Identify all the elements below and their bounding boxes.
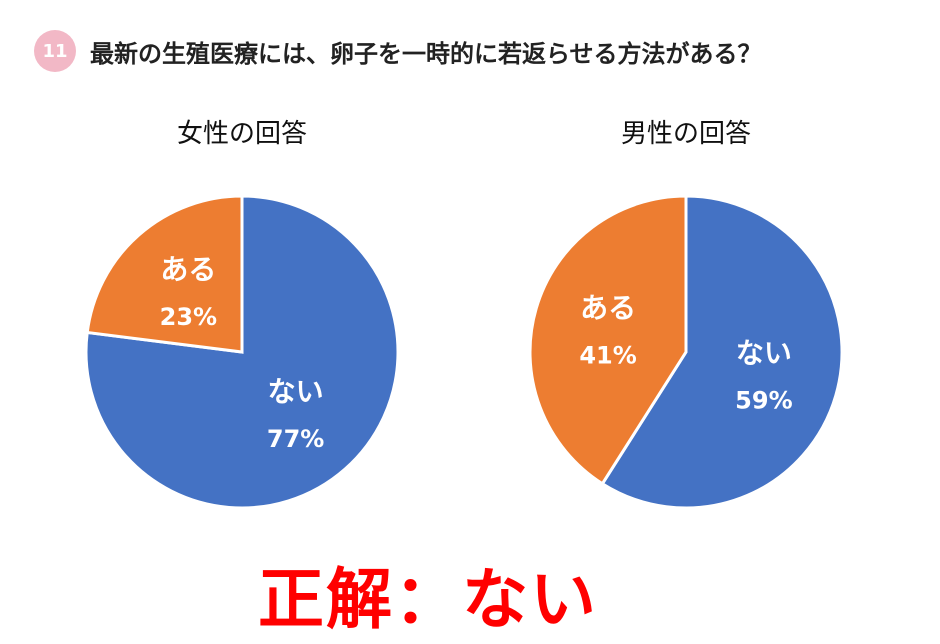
pie-value-male-1: 41% <box>579 341 636 369</box>
pie-value-female-1: 23% <box>160 303 217 331</box>
pie-slice-female-aru <box>85 194 244 354</box>
pie-value-female-0: 77% <box>267 425 324 453</box>
pie-label-male-1: ある <box>580 291 636 324</box>
pie-label-female-0: ない <box>268 375 324 408</box>
question-number-badge: 11 <box>34 30 76 72</box>
pie-label-male-0: ない <box>736 337 792 370</box>
question-header: 11 最新の生殖医療には、卵子を一時的に若返らせる方法がある？ <box>34 30 934 72</box>
chart-title-male: 男性の回答 <box>620 119 751 149</box>
pie-label-female-1: ある <box>160 253 216 286</box>
pie-slice-male-nai <box>600 194 844 510</box>
chart-title-female: 女性の回答 <box>176 119 307 149</box>
question-text: 最新の生殖医療には、卵子を一時的に若返らせる方法がある？ <box>90 39 762 68</box>
pie-value-male-0: 59% <box>735 387 792 415</box>
pie-slice-female-nai <box>84 194 400 510</box>
answer-text: 正解：ない <box>258 561 598 638</box>
pie-slice-male-aru <box>528 194 688 486</box>
